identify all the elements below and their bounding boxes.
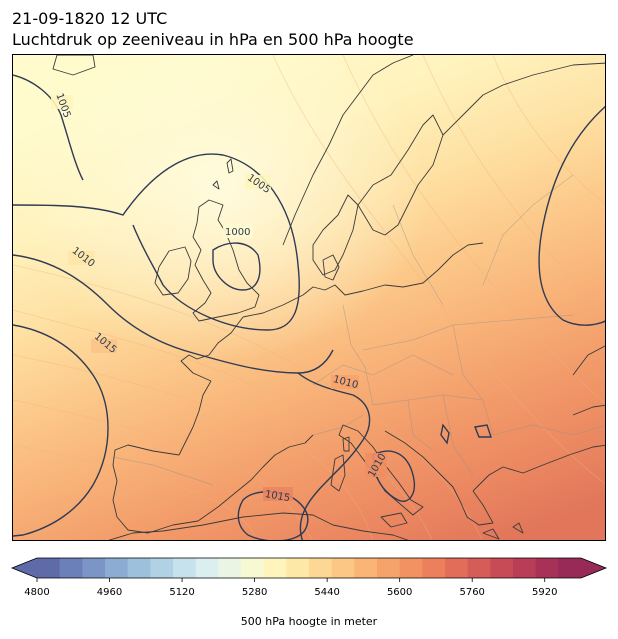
colorbar-tick-label: 5600	[387, 587, 412, 598]
colorbar-tick-label: 5760	[459, 587, 484, 598]
colorbar-cell	[127, 558, 151, 578]
isobar-label: 1015	[264, 489, 291, 504]
colorbar-cell	[218, 558, 242, 578]
colorbar-cell	[513, 558, 537, 578]
isobar-1010	[13, 254, 334, 374]
isobar-1010-east-edge	[538, 105, 605, 326]
colorbar-cell	[286, 558, 310, 578]
colorbar-cell	[490, 558, 514, 578]
isobars	[13, 74, 605, 540]
colorbar-cell	[467, 558, 491, 578]
colorbar-cell	[309, 558, 333, 578]
colorbar-cell	[173, 558, 197, 578]
colorbar-cell	[377, 558, 401, 578]
colorbar-title: 500 hPa hoogte in meter	[241, 615, 378, 628]
isobar-small-balkan	[440, 423, 450, 445]
height-field-low	[13, 55, 605, 540]
colorbar-min-arrow	[12, 558, 37, 578]
isobar-1005-low	[13, 153, 300, 331]
colorbar-tick-label: 5120	[169, 587, 194, 598]
isobar-1005-west	[13, 74, 84, 181]
map-title: Luchtdruk op zeeniveau in hPa en 500 hPa…	[12, 30, 414, 49]
isobar-1000	[212, 242, 261, 291]
colorbar-tick-label: 5920	[532, 587, 557, 598]
colorbar-cell	[105, 558, 129, 578]
colorbar-cell	[354, 558, 378, 578]
colorbar-cell	[241, 558, 265, 578]
colorbar-cell	[82, 558, 106, 578]
colorbar-ticks: 4800 4960 5120 5280 5440 5600 5760 5920	[24, 578, 557, 598]
isobar-label: 1000	[225, 227, 250, 238]
colorbar-cell	[37, 558, 61, 578]
colorbar-cell	[150, 558, 174, 578]
colorbar-cell	[195, 558, 219, 578]
isobar-1015	[13, 324, 109, 537]
height-contour-bands	[13, 55, 605, 540]
isobar-1010-se	[372, 450, 415, 502]
colorbar-cell	[331, 558, 355, 578]
map-datetime: 21-09-1820 12 UTC	[12, 9, 168, 28]
colorbar-cell	[445, 558, 469, 578]
map-canvas: 1005 1005 1000 1010 1015 1010 1010 1015	[13, 55, 605, 540]
isobar-small-balkan-2	[474, 424, 492, 438]
colorbar-tick-label: 5440	[314, 587, 339, 598]
isobar-1010-east	[297, 372, 371, 540]
colorbar-cell	[535, 558, 559, 578]
colorbar-cell	[399, 558, 423, 578]
colorbar-cell	[263, 558, 287, 578]
map-panel[interactable]: 1005 1005 1000 1010 1015 1010 1010 1015	[12, 54, 606, 541]
colorbar-cell	[59, 558, 83, 578]
colorbar-tick-label: 5280	[242, 587, 267, 598]
colorbar-tick-label: 4960	[97, 587, 122, 598]
colorbar-cell	[558, 558, 582, 578]
colorbar: 4800 4960 5120 5280 5440 5600 5760 5920 500 hPa…	[10, 557, 608, 628]
colorbar-cell	[422, 558, 446, 578]
colorbar-cells	[37, 558, 582, 578]
colorbar-max-arrow	[581, 558, 606, 578]
colorbar-tick-label: 4800	[24, 587, 49, 598]
